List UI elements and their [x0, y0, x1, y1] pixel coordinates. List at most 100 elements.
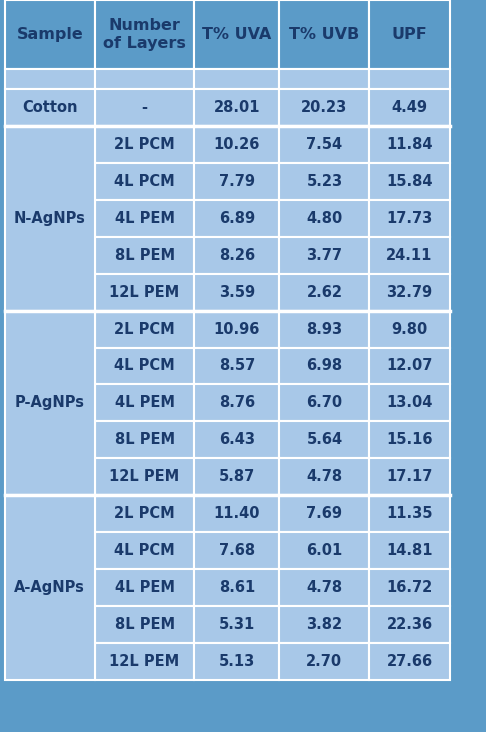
Text: 28.01: 28.01	[214, 100, 260, 115]
Bar	[194, 384, 279, 422]
Bar	[194, 532, 279, 569]
Text: 8L PEM: 8L PEM	[115, 433, 174, 447]
Bar	[194, 126, 279, 163]
Bar	[95, 422, 194, 458]
Bar	[279, 310, 369, 348]
Bar	[5, 70, 95, 89]
Bar	[279, 89, 369, 126]
Bar	[369, 200, 450, 236]
Text: Cotton: Cotton	[22, 100, 78, 115]
Text: 8.57: 8.57	[219, 359, 255, 373]
Bar	[5, 89, 95, 126]
Bar	[95, 200, 194, 236]
Text: 12L PEM: 12L PEM	[109, 285, 180, 299]
Bar	[95, 310, 194, 348]
Bar	[279, 0, 369, 70]
Bar	[369, 163, 450, 200]
Text: P-AgNPs: P-AgNPs	[15, 395, 85, 411]
Bar	[194, 70, 279, 89]
Bar	[194, 274, 279, 310]
Bar	[95, 163, 194, 200]
Text: 7.69: 7.69	[306, 507, 343, 521]
Bar	[279, 643, 369, 680]
Text: Sample: Sample	[17, 27, 83, 42]
Bar	[279, 348, 369, 384]
Bar	[279, 126, 369, 163]
Text: 12L PEM: 12L PEM	[109, 654, 180, 669]
Bar	[279, 422, 369, 458]
Text: 8.61: 8.61	[219, 580, 255, 595]
Bar	[369, 422, 450, 458]
Bar	[194, 606, 279, 643]
Text: 22.36: 22.36	[386, 617, 433, 632]
Bar	[369, 70, 450, 89]
Bar	[279, 569, 369, 606]
Bar	[95, 89, 194, 126]
Text: 4L PEM: 4L PEM	[115, 395, 174, 411]
Text: 5.64: 5.64	[306, 433, 343, 447]
Bar	[95, 384, 194, 422]
Bar	[279, 606, 369, 643]
Text: 6.01: 6.01	[306, 543, 343, 559]
Bar	[5, 0, 95, 70]
Text: 4L PEM: 4L PEM	[115, 211, 174, 225]
Text: 8L PEM: 8L PEM	[115, 617, 174, 632]
Bar	[369, 569, 450, 606]
Bar	[279, 458, 369, 496]
Text: 15.84: 15.84	[386, 173, 433, 189]
Bar	[369, 606, 450, 643]
Text: T% UVB: T% UVB	[289, 27, 360, 42]
Bar	[279, 70, 369, 89]
Text: N-AgNPs: N-AgNPs	[14, 211, 86, 225]
Text: 3.82: 3.82	[306, 617, 343, 632]
Bar	[95, 532, 194, 569]
Text: 10.96: 10.96	[214, 321, 260, 337]
Bar	[194, 310, 279, 348]
Bar	[194, 89, 279, 126]
Text: 7.54: 7.54	[306, 137, 343, 152]
Text: 9.80: 9.80	[391, 321, 428, 337]
Text: 15.16: 15.16	[386, 433, 433, 447]
Text: 24.11: 24.11	[386, 247, 433, 263]
Bar	[95, 643, 194, 680]
Bar	[369, 532, 450, 569]
Text: 6.70: 6.70	[306, 395, 343, 411]
Text: 11.35: 11.35	[386, 507, 433, 521]
Bar	[369, 348, 450, 384]
Text: 2.70: 2.70	[306, 654, 343, 669]
Text: 6.43: 6.43	[219, 433, 255, 447]
Text: 16.72: 16.72	[386, 580, 433, 595]
Text: 8L PEM: 8L PEM	[115, 247, 174, 263]
Bar	[95, 70, 194, 89]
Bar	[279, 384, 369, 422]
Text: UPF: UPF	[392, 27, 427, 42]
Text: 2L PCM: 2L PCM	[114, 321, 175, 337]
Bar	[279, 274, 369, 310]
Text: 32.79: 32.79	[386, 285, 433, 299]
Bar	[279, 496, 369, 532]
Bar	[279, 236, 369, 274]
Text: 5.87: 5.87	[219, 469, 255, 485]
Text: 27.66: 27.66	[386, 654, 433, 669]
Bar	[369, 384, 450, 422]
Bar	[369, 89, 450, 126]
Text: 14.81: 14.81	[386, 543, 433, 559]
Text: 2.62: 2.62	[306, 285, 343, 299]
Bar	[95, 348, 194, 384]
Text: 12L PEM: 12L PEM	[109, 469, 180, 485]
Bar	[279, 200, 369, 236]
Bar	[95, 606, 194, 643]
Bar	[194, 458, 279, 496]
Text: 4.80: 4.80	[306, 211, 343, 225]
Text: 8.93: 8.93	[306, 321, 343, 337]
Text: Number
of Layers: Number of Layers	[103, 18, 186, 51]
Text: 11.40: 11.40	[214, 507, 260, 521]
Bar	[95, 569, 194, 606]
Bar	[369, 496, 450, 532]
Bar	[194, 422, 279, 458]
Bar	[194, 643, 279, 680]
Text: 4.78: 4.78	[306, 580, 343, 595]
Bar	[95, 274, 194, 310]
Text: -: -	[141, 100, 148, 115]
Bar	[369, 0, 450, 70]
